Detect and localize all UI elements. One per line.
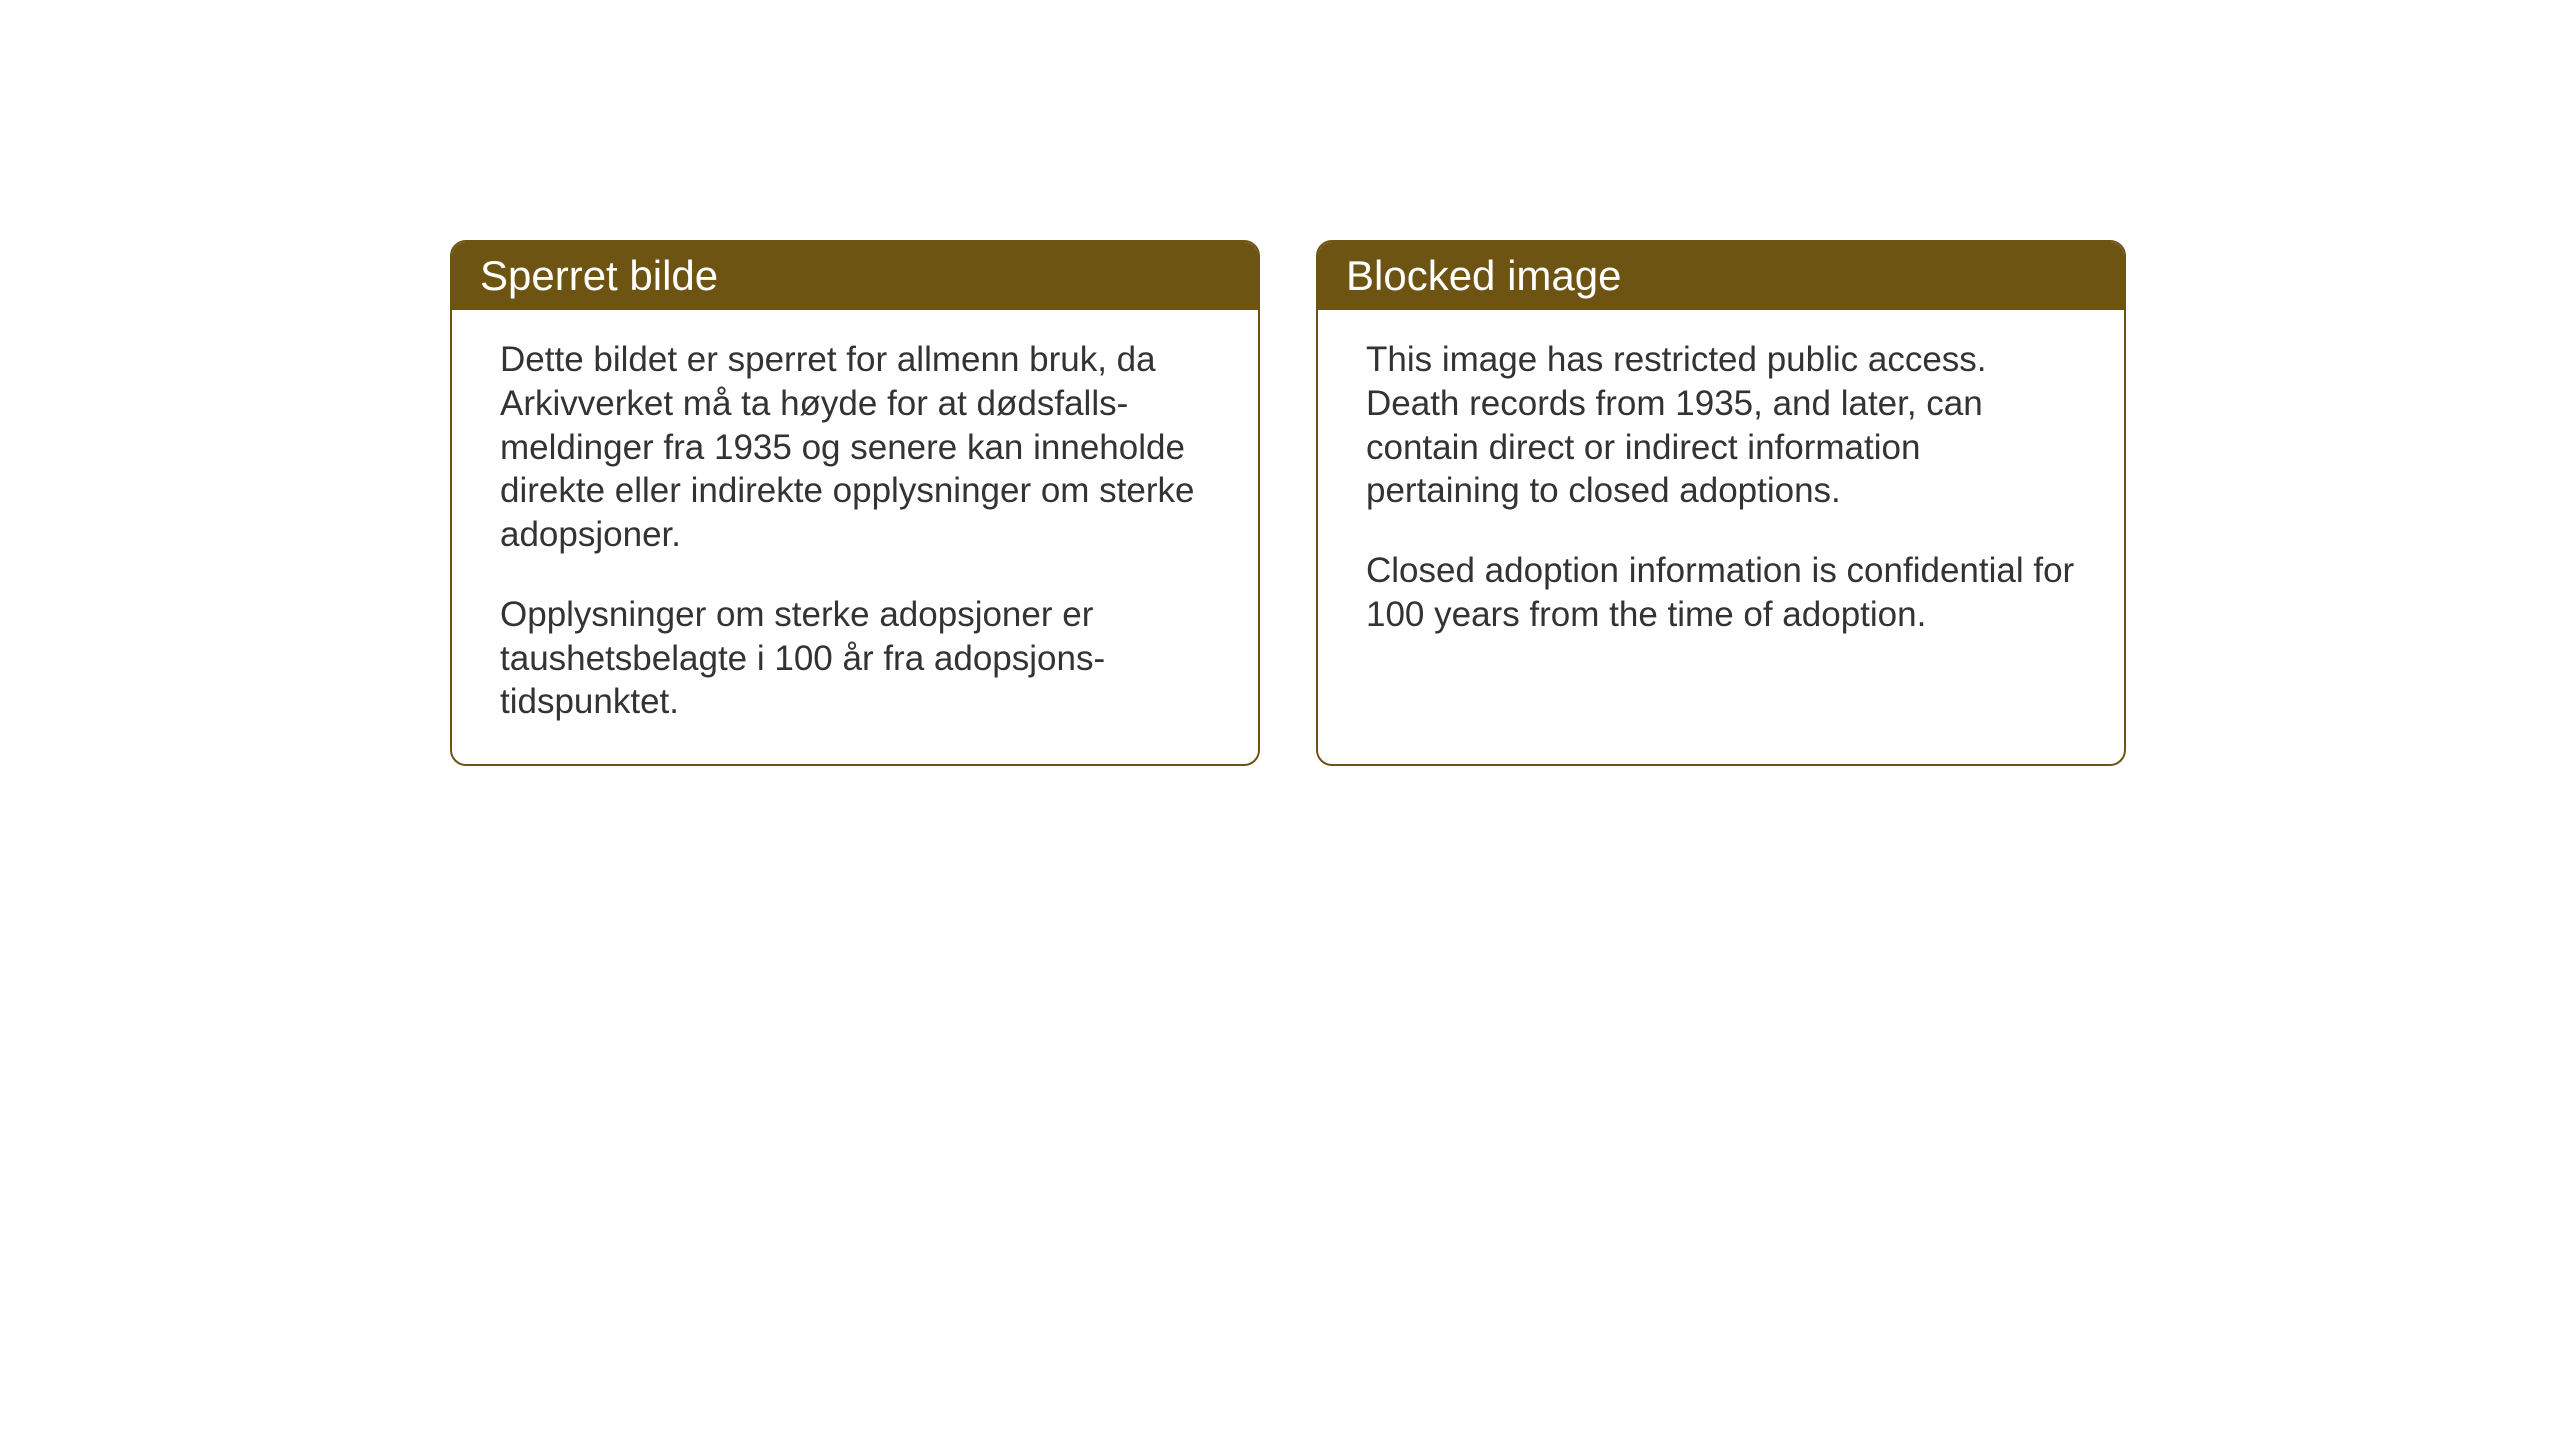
left-card-title: Sperret bilde: [480, 252, 718, 299]
right-card-body: This image has restricted public access.…: [1318, 310, 2124, 677]
right-card-title: Blocked image: [1346, 252, 1621, 299]
left-card-header: Sperret bilde: [452, 242, 1258, 310]
left-card-paragraph-2: Opplysninger om sterke adopsjoner er tau…: [500, 593, 1210, 724]
right-card-header: Blocked image: [1318, 242, 2124, 310]
right-card-paragraph-1: This image has restricted public access.…: [1366, 338, 2076, 513]
left-card-body: Dette bildet er sperret for allmenn bruk…: [452, 310, 1258, 764]
left-card-norwegian: Sperret bilde Dette bildet er sperret fo…: [450, 240, 1260, 766]
notice-cards-container: Sperret bilde Dette bildet er sperret fo…: [450, 240, 2126, 766]
right-card-paragraph-2: Closed adoption information is confident…: [1366, 549, 2076, 637]
left-card-paragraph-1: Dette bildet er sperret for allmenn bruk…: [500, 338, 1210, 557]
right-card-english: Blocked image This image has restricted …: [1316, 240, 2126, 766]
